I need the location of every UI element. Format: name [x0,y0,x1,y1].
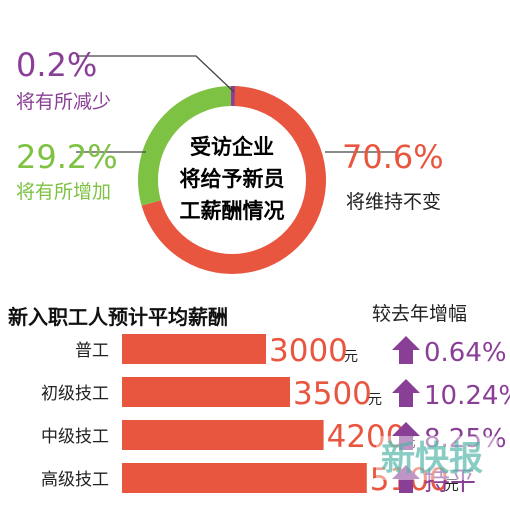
donut-slice-increase [138,86,232,206]
donut-center-title: 受访企业 将给予新员 工薪酬情况 [180,135,285,223]
bar-unit-label: 元 [344,349,358,365]
slice-value-decrease: 0.2% [16,46,97,84]
bar [122,463,367,493]
bar-value-label: 3500 [293,376,372,412]
slice-value-increase: 29.2% [16,138,118,176]
bar-category-label: 高级技工 [41,470,109,490]
slice-value-maintain: 70.6% [342,138,444,176]
leader-line-decrease [76,55,235,93]
change-value-label: 持平 [424,467,476,497]
change-value-label: 10.24% [424,381,510,411]
donut-title-line-3: 工薪酬情况 [180,199,285,223]
increase-arrow-icon [392,465,420,493]
bar-chart-title: 新入职工人预计平均薪酬 [8,305,228,329]
bar-chart: 普工3000元0.64%初级技工3500元10.24%中级技工4200元8.25… [41,333,510,498]
change-value-label: 0.64% [424,338,507,368]
slice-label-maintain: 将维持不变 [346,191,441,213]
donut-title-line-1: 受访企业 [190,135,274,159]
watermark: 新快报 [376,436,498,480]
change-value-label: 8.25% [424,424,507,454]
increase-arrow-icon [392,336,420,364]
donut-chart [138,86,326,274]
bar [122,377,290,407]
bar-category-label: 中级技工 [41,427,109,447]
bar-value-label: 4200 [327,419,406,455]
bar-category-label: 普工 [75,341,109,361]
change-column-title: 较去年增幅 [372,303,467,325]
slice-label-decrease: 将有所减少 [16,91,111,113]
increase-arrow-icon [392,422,420,450]
increase-arrow-icon [392,379,420,407]
donut-title-line-2: 将给予新员 [180,167,285,191]
bar-unit-label: 元 [368,392,382,408]
bar [122,334,266,364]
bar [122,420,324,450]
watermark-background [376,436,498,480]
donut-slice-maintain [141,86,326,274]
watermark-text: 新快报 [381,439,483,479]
slice-label-increase: 将有所增加 [16,181,111,203]
bar-category-label: 初级技工 [41,384,109,404]
bar-value-label: 3000 [269,333,348,369]
bar-unit-label: 元 [445,478,459,494]
